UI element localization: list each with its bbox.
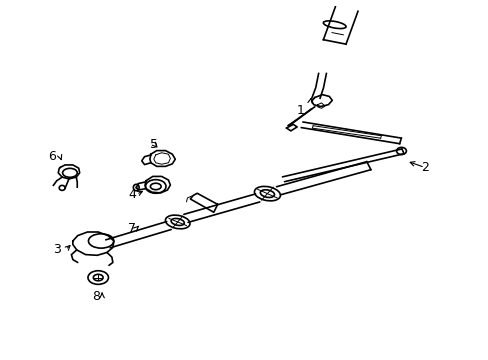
Text: 8: 8 (92, 290, 100, 303)
Text: 3: 3 (53, 243, 61, 256)
Text: 6: 6 (48, 150, 56, 163)
Text: 7: 7 (128, 222, 136, 235)
Text: 4: 4 (128, 188, 136, 201)
Text: 1: 1 (296, 104, 304, 117)
Text: 5: 5 (150, 138, 158, 150)
Text: 2: 2 (420, 161, 428, 174)
